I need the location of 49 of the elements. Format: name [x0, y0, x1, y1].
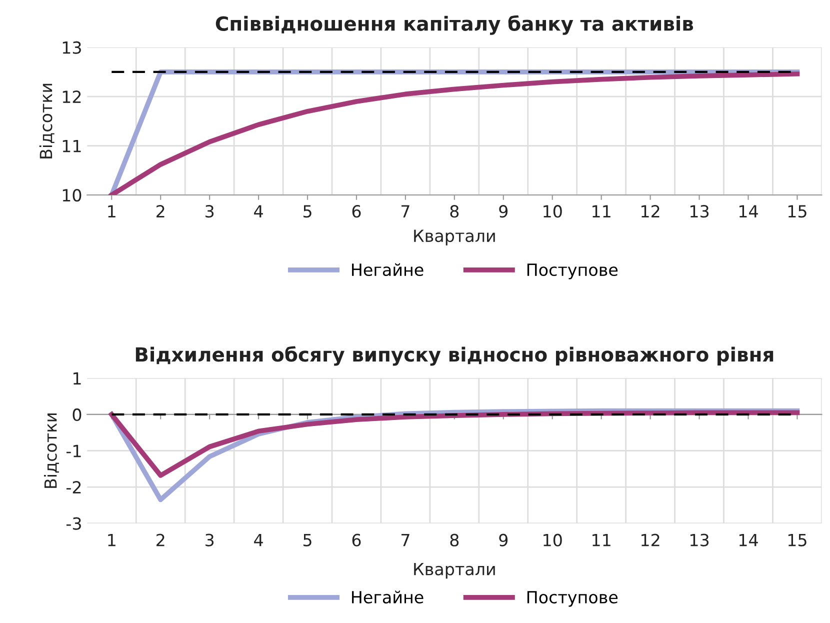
y-tick-label: 10: [62, 188, 82, 202]
x-tick-label: 8: [450, 205, 459, 218]
y-axis-title: Відсотки: [44, 413, 59, 488]
y-tick-label: 0: [72, 408, 82, 422]
x-tick-label: 6: [352, 534, 361, 546]
x-tick-label: 4: [254, 534, 263, 546]
y-tick-label: 12: [62, 90, 81, 103]
x-tick-label: 10: [544, 205, 562, 218]
x-tick-label: 14: [739, 205, 758, 218]
x-tick-label: 14: [739, 534, 758, 546]
x-tick-label: 7: [402, 205, 410, 218]
x-tick-label: 12: [642, 534, 660, 546]
x-tick-label: 10: [544, 534, 562, 546]
legend-label: Негайне: [352, 590, 424, 604]
x-tick-label: 11: [592, 534, 610, 546]
y-axis-title: Відсотки: [39, 84, 54, 158]
x-axis-title: Квартали: [414, 230, 495, 246]
y-tick-label: -1: [66, 444, 81, 458]
x-tick-label: 7: [402, 534, 410, 546]
x-tick-label: 11: [592, 205, 610, 218]
x-tick-label: 12: [642, 205, 660, 218]
chart-title: Відхилення обсягу випуску відносно рівноважного рівня: [136, 346, 774, 366]
y-tick-label: 1: [74, 372, 81, 384]
x-tick-label: 5: [304, 534, 312, 546]
x-tick-label: 9: [499, 205, 508, 218]
x-tick-label: 2: [156, 534, 164, 546]
y-tick-label: 11: [62, 140, 81, 152]
chart-title: Співвідношення капіталу банку та активів: [216, 15, 694, 35]
legend-label: Поступове: [527, 591, 618, 607]
legend-label: Негайне: [352, 263, 424, 276]
x-tick-label: 5: [304, 205, 312, 218]
x-tick-label: 15: [788, 205, 806, 218]
x-tick-label: 1: [108, 205, 116, 218]
x-tick-label: 8: [450, 534, 459, 546]
x-tick-label: 13: [690, 534, 709, 546]
x-tick-label: 9: [499, 534, 508, 546]
x-tick-label: 4: [254, 205, 263, 218]
x-tick-label: 1: [108, 534, 116, 546]
y-tick-label: 13: [62, 41, 81, 54]
x-tick-label: 15: [788, 534, 806, 546]
x-tick-label: 3: [206, 205, 214, 218]
x-tick-label: 2: [156, 205, 164, 218]
legend-label: Поступове: [527, 264, 618, 280]
x-tick-label: 13: [690, 205, 709, 218]
x-tick-label: 6: [352, 205, 361, 218]
x-tick-label: 3: [206, 534, 214, 546]
y-tick-label: -3: [66, 517, 81, 530]
x-axis-title: Квартали: [414, 563, 495, 579]
y-tick-label: -2: [66, 480, 81, 494]
